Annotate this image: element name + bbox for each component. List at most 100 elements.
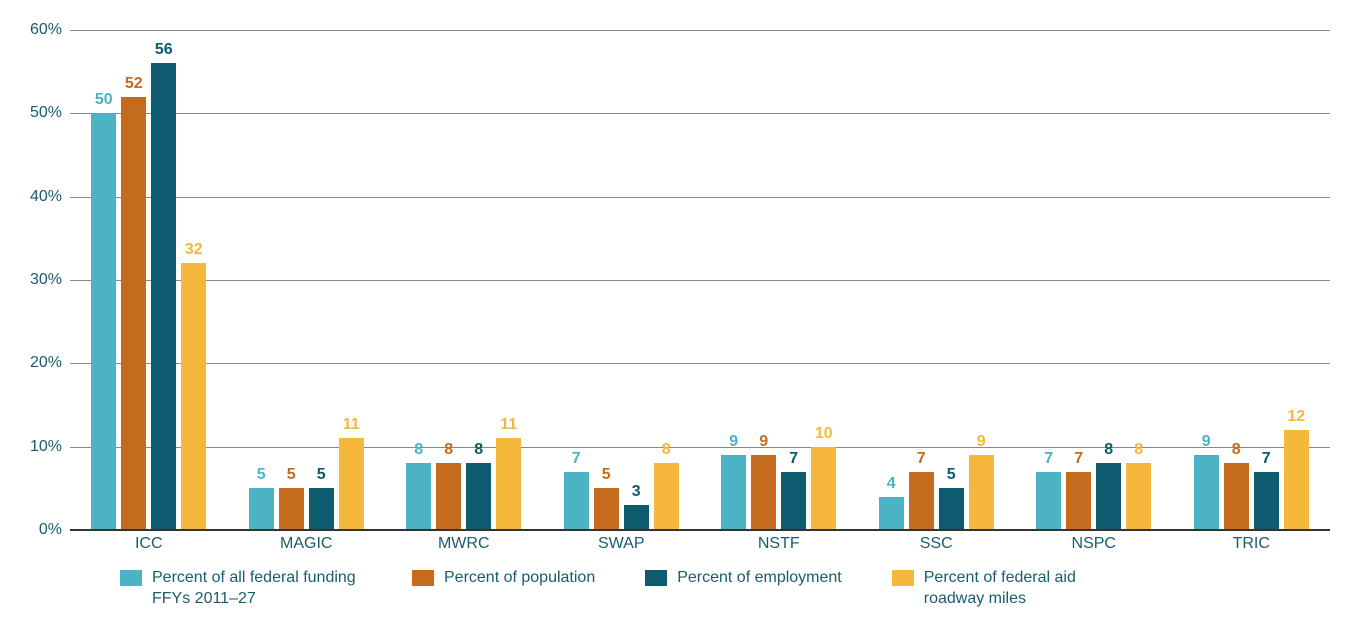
bar <box>939 488 964 530</box>
bar <box>1096 463 1121 530</box>
bar-value-label: 9 <box>1202 433 1211 451</box>
bar <box>1224 463 1249 530</box>
legend: Percent of all federal funding FFYs 2011… <box>120 568 1300 618</box>
bar <box>751 455 776 530</box>
bar-value-label: 7 <box>1074 450 1083 468</box>
bar <box>811 447 836 530</box>
bar-value-label: 8 <box>474 441 483 459</box>
bar <box>1194 455 1219 530</box>
legend-item: Percent of employment <box>645 568 842 618</box>
legend-label: Percent of all federal funding FFYs 2011… <box>152 568 362 610</box>
legend-swatch <box>892 570 914 586</box>
bar <box>721 455 746 530</box>
x-tick-label: ICC <box>135 535 163 553</box>
bar <box>879 497 904 530</box>
x-tick-label: MAGIC <box>280 535 332 553</box>
bar <box>151 63 176 530</box>
x-axis-line <box>70 529 1330 531</box>
bar <box>496 438 521 530</box>
x-tick-label: NSPC <box>1072 535 1116 553</box>
legend-item: Percent of population <box>412 568 595 618</box>
legend-swatch <box>645 570 667 586</box>
y-tick-label: 60% <box>30 21 62 39</box>
bar <box>1254 472 1279 530</box>
bar-value-label: 8 <box>414 441 423 459</box>
x-axis-labels: ICC MAGIC MWRC SWAP NSTF SSC NSPC TRIC <box>70 535 1330 565</box>
bar-group: 7 5 3 8 <box>564 30 679 530</box>
bar <box>436 463 461 530</box>
x-tick-label: SSC <box>920 535 953 553</box>
bar-value-label: 5 <box>257 466 266 484</box>
bar <box>654 463 679 530</box>
bar-value-label: 7 <box>789 450 798 468</box>
bar-value-label: 8 <box>1134 441 1143 459</box>
legend-swatch <box>120 570 142 586</box>
bar <box>1066 472 1091 530</box>
y-tick-label: 10% <box>30 438 62 456</box>
bar-value-label: 7 <box>1262 450 1271 468</box>
bar <box>249 488 274 530</box>
legend-label: Percent of federal aid roadway miles <box>924 568 1134 610</box>
bar-value-label: 9 <box>759 433 768 451</box>
bar <box>309 488 334 530</box>
y-tick-label: 50% <box>30 104 62 122</box>
bar-group: 9 8 7 12 <box>1194 30 1309 530</box>
bar-value-label: 11 <box>343 416 360 434</box>
bar-value-label: 5 <box>602 466 611 484</box>
plot-area: 5052563255511888117538997104759778898712 <box>70 30 1330 530</box>
bar-groups: 5052563255511888117538997104759778898712 <box>70 30 1330 530</box>
y-axis: 0%10%20%30%40%50%60% <box>20 30 70 530</box>
bar-value-label: 8 <box>1104 441 1113 459</box>
bar-value-label: 11 <box>500 416 517 434</box>
bar-value-label: 32 <box>185 241 203 259</box>
x-tick-label: SWAP <box>598 535 645 553</box>
legend-label: Percent of population <box>444 568 595 589</box>
y-tick-label: 40% <box>30 188 62 206</box>
bar <box>339 438 364 530</box>
bar-group: 9 9 7 10 <box>721 30 836 530</box>
bar-value-label: 10 <box>815 425 833 443</box>
bar <box>406 463 431 530</box>
bar <box>624 505 649 530</box>
bar <box>1284 430 1309 530</box>
bar-value-label: 9 <box>977 433 986 451</box>
legend-item: Percent of all federal funding FFYs 2011… <box>120 568 362 618</box>
bar-group: 50525632 <box>91 30 206 530</box>
bar <box>279 488 304 530</box>
bar <box>1036 472 1061 530</box>
bar-value-label: 56 <box>155 41 173 59</box>
bar-value-label: 7 <box>917 450 926 468</box>
bar-group: 7788 <box>1036 30 1151 530</box>
y-tick-label: 30% <box>30 271 62 289</box>
bar-group: 4 7 5 9 <box>879 30 994 530</box>
bar <box>466 463 491 530</box>
x-tick-label: TRIC <box>1233 535 1270 553</box>
bar-value-label: 8 <box>444 441 453 459</box>
bar-value-label: 12 <box>1287 408 1305 426</box>
bar <box>121 97 146 530</box>
chart-container: 0%10%20%30%40%50%60% 5052563255511888117… <box>20 20 1340 620</box>
bar <box>594 488 619 530</box>
bar <box>909 472 934 530</box>
bar <box>1126 463 1151 530</box>
bar <box>181 263 206 530</box>
y-tick-label: 20% <box>30 354 62 372</box>
legend-swatch <box>412 570 434 586</box>
bar-value-label: 8 <box>662 441 671 459</box>
x-tick-label: NSTF <box>758 535 800 553</box>
bar <box>91 113 116 530</box>
legend-item: Percent of federal aid roadway miles <box>892 568 1134 618</box>
bar-value-label: 5 <box>947 466 956 484</box>
bar-value-label: 5 <box>317 466 326 484</box>
y-tick-label: 0% <box>39 521 62 539</box>
bar-value-label: 3 <box>632 483 641 501</box>
bar-value-label: 7 <box>572 450 581 468</box>
bar <box>969 455 994 530</box>
bar-value-label: 4 <box>887 475 896 493</box>
bar <box>564 472 589 530</box>
bar-value-label: 52 <box>125 75 143 93</box>
x-tick-label: MWRC <box>438 535 490 553</box>
bar-value-label: 9 <box>729 433 738 451</box>
bar-value-label: 8 <box>1232 441 1241 459</box>
bar-group: 55511 <box>249 30 364 530</box>
